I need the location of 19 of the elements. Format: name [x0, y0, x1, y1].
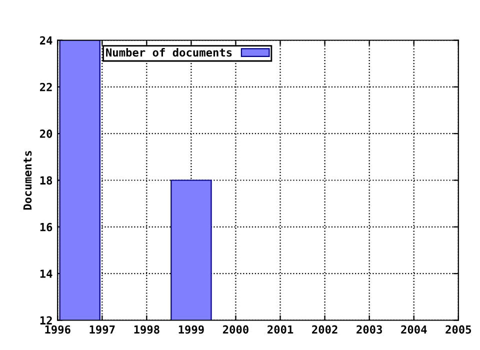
x-tick-label: 2002	[312, 325, 338, 334]
y-tick-label: 16	[40, 222, 52, 232]
y-axis-title: Documents	[23, 151, 32, 210]
x-tick-label: 1996	[45, 325, 70, 334]
x-tick-label: 2001	[268, 325, 294, 334]
legend-label: Number of documents	[106, 48, 232, 57]
x-tick-label: 2004	[401, 325, 427, 334]
y-tick-label: 20	[40, 130, 52, 138]
x-tick-label: 2005	[446, 325, 472, 334]
y-tick-label: 18	[40, 176, 52, 185]
y-tick-label: 22	[40, 82, 52, 92]
x-tick-label: 1997	[90, 325, 115, 334]
x-tick-label: 1999	[178, 325, 204, 334]
x-tick-label: 2000	[222, 325, 248, 334]
x-tick-label: 1998	[134, 325, 160, 334]
x-tick-label: 2003	[356, 325, 382, 334]
y-tick-label: 24	[40, 36, 52, 44]
y-tick-label: 12	[40, 316, 52, 324]
y-tick-label: 14	[40, 270, 52, 278]
